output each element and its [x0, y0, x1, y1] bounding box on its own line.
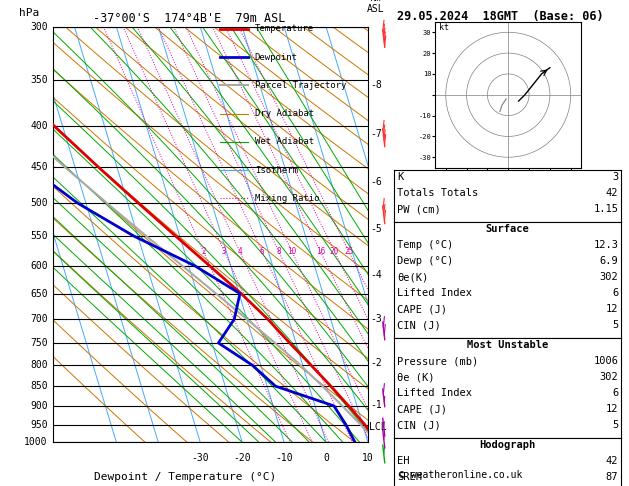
Text: 87: 87 [606, 472, 618, 483]
Text: 800: 800 [30, 360, 48, 370]
Text: 1.15: 1.15 [593, 204, 618, 214]
Text: 30: 30 [446, 452, 458, 463]
Text: 10: 10 [362, 452, 374, 463]
Text: 42: 42 [606, 456, 618, 467]
Text: 750: 750 [30, 338, 48, 348]
Text: -4: -4 [370, 270, 382, 280]
Text: 20: 20 [330, 247, 339, 256]
Text: Most Unstable: Most Unstable [467, 340, 548, 350]
Text: Mixing Ratio (g/kg): Mixing Ratio (g/kg) [416, 179, 426, 290]
Text: 900: 900 [30, 401, 48, 411]
Text: -5: -5 [370, 224, 382, 234]
Text: 400: 400 [30, 121, 48, 131]
Text: 302: 302 [599, 272, 618, 282]
Text: 8: 8 [276, 247, 281, 256]
Text: 12: 12 [606, 404, 618, 415]
Text: 700: 700 [30, 314, 48, 324]
Text: θe(K): θe(K) [397, 272, 428, 282]
Text: Temperature: Temperature [255, 24, 314, 34]
Text: 5: 5 [612, 320, 618, 330]
Text: PW (cm): PW (cm) [397, 204, 441, 214]
Text: θe (K): θe (K) [397, 372, 435, 382]
Text: 25: 25 [344, 247, 353, 256]
Text: EH: EH [397, 456, 409, 467]
Text: 12.3: 12.3 [593, 240, 618, 250]
Text: 6.9: 6.9 [599, 256, 618, 266]
Text: LCL: LCL [369, 422, 386, 433]
Text: 600: 600 [30, 261, 48, 271]
Text: CAPE (J): CAPE (J) [397, 404, 447, 415]
Text: 6: 6 [612, 288, 618, 298]
Text: 4: 4 [237, 247, 242, 256]
Text: Hodograph: Hodograph [479, 440, 536, 451]
Text: km
ASL: km ASL [367, 0, 385, 14]
Text: CIN (J): CIN (J) [397, 320, 441, 330]
Text: 6: 6 [612, 388, 618, 399]
Text: 550: 550 [30, 231, 48, 241]
Text: -20: -20 [233, 452, 251, 463]
Text: Pressure (mb): Pressure (mb) [397, 356, 478, 366]
Text: Isotherm: Isotherm [255, 166, 298, 174]
Text: -30: -30 [191, 452, 209, 463]
Text: -7: -7 [370, 129, 382, 139]
Text: Dewp (°C): Dewp (°C) [397, 256, 453, 266]
Text: kt: kt [440, 23, 450, 32]
Text: 12: 12 [606, 304, 618, 314]
Text: 20: 20 [404, 452, 416, 463]
Text: 650: 650 [30, 289, 48, 298]
Text: 40: 40 [488, 452, 499, 463]
Text: Dry Adiabat: Dry Adiabat [255, 109, 314, 118]
Text: 350: 350 [30, 75, 48, 85]
Text: 300: 300 [30, 22, 48, 32]
Text: K: K [397, 172, 403, 182]
Text: Mixing Ratio: Mixing Ratio [255, 194, 320, 203]
Text: 1006: 1006 [593, 356, 618, 366]
Text: 2: 2 [201, 247, 206, 256]
Text: -1: -1 [370, 400, 382, 410]
Text: 42: 42 [606, 188, 618, 198]
Text: CIN (J): CIN (J) [397, 420, 441, 431]
Text: 3: 3 [222, 247, 226, 256]
Text: CAPE (J): CAPE (J) [397, 304, 447, 314]
Text: Totals Totals: Totals Totals [397, 188, 478, 198]
Text: hPa: hPa [19, 8, 39, 18]
Text: 1000: 1000 [25, 437, 48, 447]
Text: -8: -8 [370, 80, 382, 90]
Text: 0: 0 [323, 452, 329, 463]
Text: 500: 500 [30, 198, 48, 208]
Text: 29.05.2024  18GMT  (Base: 06): 29.05.2024 18GMT (Base: 06) [397, 10, 603, 23]
Text: Surface: Surface [486, 224, 530, 234]
Text: Lifted Index: Lifted Index [397, 288, 472, 298]
Text: -3: -3 [370, 314, 382, 325]
Text: 302: 302 [599, 372, 618, 382]
Text: -37°00'S  174°4B'E  79m ASL: -37°00'S 174°4B'E 79m ASL [92, 12, 285, 25]
Text: Dewpoint: Dewpoint [255, 52, 298, 62]
Text: -6: -6 [370, 177, 382, 188]
Text: 850: 850 [30, 381, 48, 391]
Text: -10: -10 [276, 452, 293, 463]
Text: -2: -2 [370, 358, 382, 368]
Text: SREH: SREH [397, 472, 422, 483]
Text: Lifted Index: Lifted Index [397, 388, 472, 399]
Text: Dewpoint / Temperature (°C): Dewpoint / Temperature (°C) [94, 472, 277, 482]
Text: 3: 3 [612, 172, 618, 182]
Text: © weatheronline.co.uk: © weatheronline.co.uk [399, 470, 523, 480]
Text: 10: 10 [287, 247, 296, 256]
Text: 16: 16 [316, 247, 325, 256]
Text: Parcel Trajectory: Parcel Trajectory [255, 81, 346, 90]
Text: 5: 5 [612, 420, 618, 431]
Text: 450: 450 [30, 162, 48, 172]
Text: 950: 950 [30, 419, 48, 430]
Text: 6: 6 [260, 247, 264, 256]
Text: Wet Adiabat: Wet Adiabat [255, 138, 314, 146]
Text: Temp (°C): Temp (°C) [397, 240, 453, 250]
